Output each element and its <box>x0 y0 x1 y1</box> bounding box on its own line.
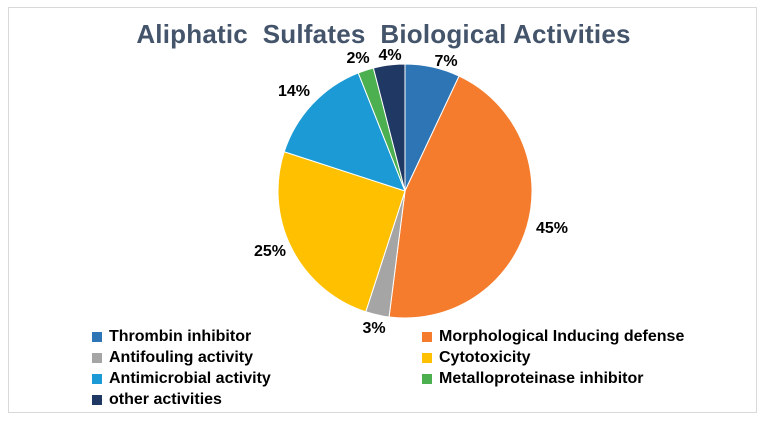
legend-swatch <box>92 353 102 363</box>
pie-slice-cytotoxicity <box>277 151 406 313</box>
legend-label: other activities <box>109 391 222 408</box>
legend-label: Morphological Inducing defense <box>439 328 685 345</box>
legend-item: Antimicrobial activity <box>92 370 271 388</box>
legend-swatch <box>422 374 432 384</box>
legend-label: Antimicrobial activity <box>109 370 271 387</box>
data-label: 4% <box>378 47 401 64</box>
legend-label: Metalloproteinase inhibitor <box>439 370 644 387</box>
pie-slice-other-activities <box>372 63 406 192</box>
data-label: 14% <box>278 83 310 100</box>
legend-item: Morphological Inducing defense <box>422 328 684 346</box>
legend-label: Thrombin inhibitor <box>109 328 252 345</box>
legend-item: Antifouling activity <box>92 349 253 367</box>
legend-item: Thrombin inhibitor <box>92 328 251 346</box>
legend-swatch <box>92 374 102 384</box>
data-label: 25% <box>254 243 286 260</box>
data-label: 45% <box>536 220 568 237</box>
legend-label: Antifouling activity <box>109 349 253 366</box>
data-label: 3% <box>362 320 385 337</box>
legend-item: Metalloproteinase inhibitor <box>422 370 643 388</box>
pie-slice-morphological-inducing-defense <box>388 75 533 319</box>
legend-item: Cytotoxicity <box>422 349 531 367</box>
legend-swatch <box>92 332 102 342</box>
data-label: 2% <box>346 50 369 67</box>
data-label: 7% <box>434 53 457 70</box>
legend-item: other activities <box>92 391 222 409</box>
chart-title: Aliphatic Sulfates Biological Activities <box>136 19 631 49</box>
legend-swatch <box>92 395 102 405</box>
legend-label: Cytotoxicity <box>439 349 531 366</box>
legend-swatch <box>422 332 432 342</box>
pie-slice-antimicrobial-activity <box>283 72 406 192</box>
legend-swatch <box>422 353 432 363</box>
